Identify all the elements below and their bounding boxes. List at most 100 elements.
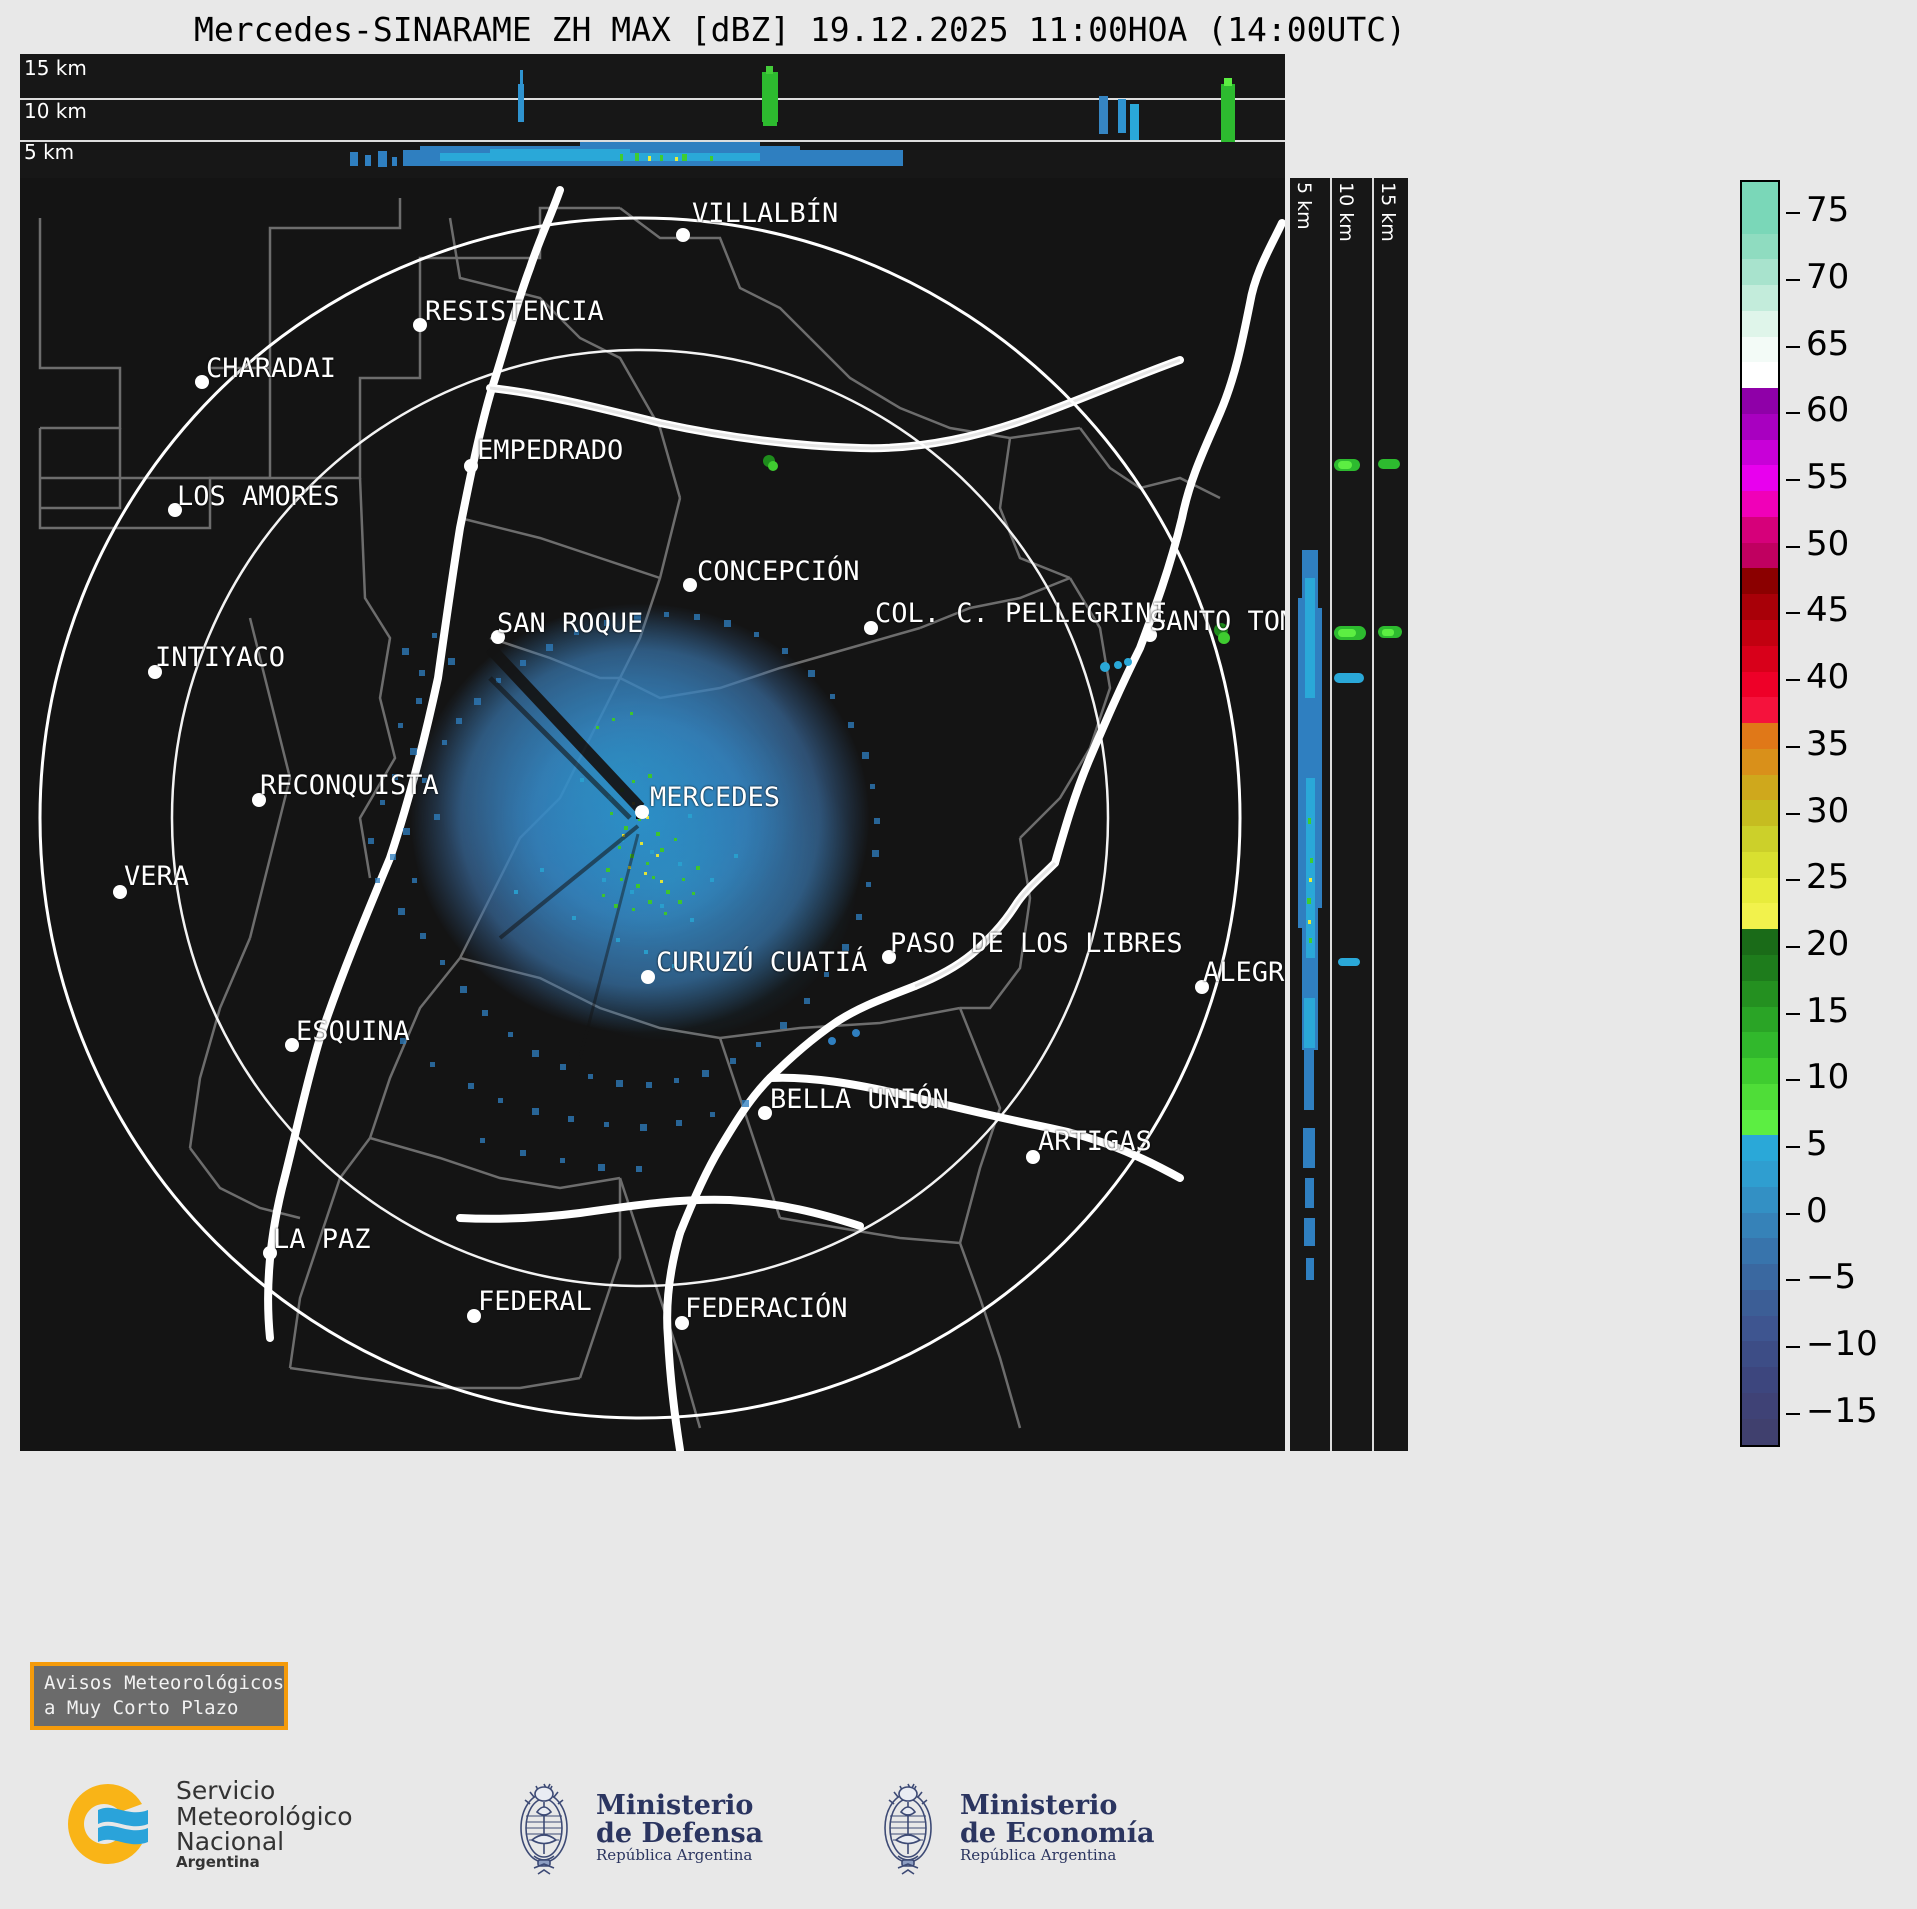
colorbar-segment [1742,1392,1778,1419]
city-marker-dot[interactable] [1143,628,1157,642]
right-cross-section-panel: 5 km 10 km 15 km [1290,178,1408,1451]
colorbar-tick-label: −5 [1806,1257,1857,1298]
colorbar-segment [1742,645,1778,672]
colorbar-segment [1742,954,1778,981]
cross-section-gridline-10km [20,140,1285,142]
cross-section-vlabel-15km: 15 km [1377,182,1399,242]
colorbar-segment [1742,774,1778,801]
city-marker-dot[interactable] [195,375,209,389]
cross-section-vgridline-10km [1372,178,1374,1451]
smn-wordmark: Servicio Meteorológico Nacional Argentin… [176,1778,353,1870]
ministerio-defensa-wordmark: Ministerio de Defensa República Argentin… [596,1791,764,1864]
colorbar-tick-label: 20 [1806,923,1850,964]
colorbar-tick-label: 25 [1806,857,1850,898]
smn-line-4: Argentina [176,1852,260,1871]
colorbar-segment [1742,1264,1778,1290]
city-marker-dot[interactable] [641,970,655,984]
city-marker-dot[interactable] [148,665,162,679]
colorbar-tick [1786,1212,1800,1215]
colorbar-tick [1786,1345,1800,1348]
city-marker-dot[interactable] [1026,1150,1040,1164]
colorbar-tick-label: 45 [1806,590,1850,631]
city-marker-dot[interactable] [413,318,427,332]
cross-section-vlabel-10km: 10 km [1335,182,1357,242]
colorbar-tick-label: 50 [1806,523,1850,564]
colorbar-segment [1742,336,1778,363]
city-marker-dot[interactable] [464,459,478,473]
colorbar-segment [1742,800,1778,827]
city-marker-dot[interactable] [758,1106,772,1120]
colorbar-segment [1742,259,1778,286]
colorbar-tick-label: 5 [1806,1123,1828,1164]
colorbar-tick [1786,945,1800,948]
city-marker-dot[interactable] [285,1038,299,1052]
right-cross-section-echoes [1298,459,1402,1280]
city-marker-dot[interactable] [676,228,690,242]
colorbar-tick-label: 15 [1806,990,1850,1031]
cross-section-vgridline-5km [1330,178,1332,1451]
colorbar-segment [1742,310,1778,337]
colorbar-segment [1742,620,1778,646]
city-marker-dot[interactable] [467,1309,481,1323]
cross-section-label-5km: 5 km [24,140,75,164]
colorbar-tick-label: 60 [1806,390,1850,431]
city-marker-dot[interactable] [882,950,896,964]
colorbar-tick [1786,412,1800,415]
colorbar-segment [1742,697,1778,724]
city-marker-dot[interactable] [683,578,697,592]
logo-ministerio-defensa: Ministerio de Defensa República Argentin… [508,1772,763,1884]
colorbar-tick-label: −10 [1806,1323,1878,1364]
radar-map[interactable]: VILLALBÍN RESISTENCIA CHARADAI EMPEDRADO LOS… [20,178,1285,1451]
colorbar-tick-label: 10 [1806,1057,1850,1098]
colorbar-segment [1742,1341,1778,1368]
city-marker-dot[interactable] [252,793,266,807]
colorbar-tick [1786,479,1800,482]
colorbar-tick [1786,679,1800,682]
city-marker-dot[interactable] [113,885,127,899]
colorbar-segment [1742,671,1778,698]
colorbar-segment [1742,980,1778,1007]
footer-logos: Servicio Meteorológico Nacional Argentin… [0,1760,1917,1909]
defensa-line-2: de Defensa [596,1818,764,1850]
colorbar-tick-label: 65 [1806,323,1850,364]
logo-ministerio-economia: Ministerio de Economía República Argenti… [872,1772,1154,1884]
colorbar-tick [1786,1279,1800,1282]
colorbar-segment [1742,1238,1778,1265]
city-marker-dot[interactable] [635,805,649,819]
city-marker-dot[interactable] [675,1316,689,1330]
smn-line-2: Meteorológico [176,1801,353,1831]
colorbar-segment [1742,594,1778,621]
economia-line-1: Ministerio [960,1789,1118,1821]
colorbar-segment [1742,1109,1778,1136]
colorbar-segment [1742,568,1778,595]
colorbar-segment [1742,1289,1778,1316]
city-marker-dot[interactable] [1195,980,1209,994]
ministerio-economia-wordmark: Ministerio de Economía República Argenti… [960,1789,1154,1864]
city-marker-dot[interactable] [491,630,505,644]
colorbar-segment [1742,826,1778,852]
colorbar [1740,180,1780,1447]
city-marker-dot[interactable] [864,621,878,635]
colorbar-segment [1742,1212,1778,1239]
colorbar-tick [1786,212,1800,215]
top-cross-section-panel: 15 km 10 km 5 km [20,54,1285,181]
city-marker-dot[interactable] [263,1246,277,1260]
colorbar-tick [1786,812,1800,815]
city-marker-dot[interactable] [168,503,182,517]
colorbar-segment [1742,207,1778,234]
colorbar-tick [1786,1079,1800,1082]
logo-smn: Servicio Meteorológico Nacional Argentin… [58,1776,353,1872]
colorbar-tick-label: −15 [1806,1390,1878,1431]
colorbar-segment [1742,929,1778,955]
colorbar-segment [1742,851,1778,878]
smn-line-3: Nacional [176,1827,285,1857]
colorbar-segment [1742,542,1778,569]
colorbar-segment [1742,233,1778,260]
colorbar-tick-label: 55 [1806,457,1850,498]
colorbar-segment [1742,1032,1778,1059]
badge-line-1: Avisos Meteorológicos [44,1672,285,1694]
colorbar-tick [1786,745,1800,748]
page-title: Mercedes-SINARAME ZH MAX [dBZ] 19.12.202… [194,10,1406,49]
colorbar-tick-label: 35 [1806,723,1850,764]
status-badge[interactable]: Avisos Meteorológicos a Muy Corto Plazo [30,1662,288,1730]
